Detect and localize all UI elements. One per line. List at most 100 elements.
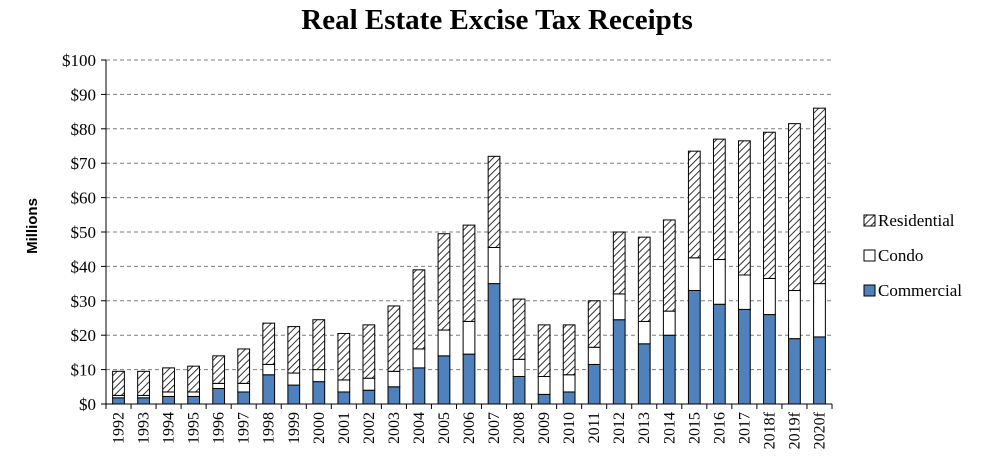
bar-condo-2007 — [487, 246, 501, 285]
x-tick-label: 2015 — [686, 412, 703, 444]
bar-commercial-2011 — [587, 363, 601, 405]
x-tick-label: 1998 — [261, 412, 278, 444]
legend-label-commercial: Commercial — [878, 281, 962, 300]
x-tick-label: 2009 — [536, 412, 553, 444]
y-tick-label: $60 — [71, 189, 97, 208]
bar-condo-2015 — [687, 257, 701, 291]
bar-residential-1995 — [187, 365, 201, 393]
bars — [112, 107, 826, 405]
bar-commercial-1995 — [187, 395, 201, 405]
x-tick-label: 1995 — [186, 412, 203, 444]
bar-commercial-2003 — [387, 386, 401, 405]
bar-residential-1996 — [212, 355, 226, 384]
bar-commercial-1997 — [237, 391, 251, 405]
legend-label-residential: Residential — [878, 211, 955, 230]
x-tick-label: 2008 — [511, 412, 528, 444]
x-tick-label: 2007 — [486, 412, 503, 444]
x-tick-label: 1994 — [161, 412, 178, 444]
x-tick-label: 1996 — [211, 412, 228, 444]
bar-commercial-2001 — [337, 391, 351, 405]
bar-condo-2006 — [462, 320, 476, 355]
bar-residential-2002 — [362, 324, 376, 379]
legend-swatch-commercial — [863, 284, 876, 297]
bar-condo-2011 — [587, 346, 601, 365]
legend-swatch-condo — [863, 249, 876, 262]
bar-commercial-1993 — [137, 397, 150, 405]
bar-condo-2000 — [312, 369, 326, 383]
y-tick-label: $40 — [71, 257, 97, 276]
bar-condo-2019f — [788, 289, 801, 340]
x-tick-label: 2001 — [336, 412, 353, 444]
x-tick-label: 1992 — [111, 412, 128, 444]
bar-residential-2004 — [412, 269, 426, 350]
bar-residential-2016 — [712, 138, 726, 261]
bar-residential-1994 — [162, 367, 175, 393]
y-tick-label: $100 — [62, 51, 96, 70]
x-tick-label: 2020f — [811, 411, 828, 449]
bar-residential-2015 — [687, 150, 701, 259]
bar-commercial-2010 — [562, 391, 576, 405]
bar-commercial-2014 — [662, 334, 676, 405]
bar-condo-2017 — [737, 274, 751, 310]
bar-condo-2004 — [412, 348, 426, 369]
bar-condo-2018f — [763, 277, 776, 316]
grid-lines — [106, 59, 832, 371]
bar-residential-2007 — [487, 155, 501, 248]
bar-commercial-2015 — [687, 289, 701, 405]
x-tick-label: 2004 — [411, 412, 428, 444]
x-tick-label: 1993 — [136, 412, 153, 444]
x-tick-label: 1997 — [236, 412, 253, 444]
bar-residential-2000 — [312, 319, 326, 371]
bar-residential-2010 — [562, 324, 576, 376]
y-axis-label: Millions — [24, 198, 41, 254]
bar-commercial-2018f — [763, 314, 776, 405]
bar-residential-2018f — [763, 131, 776, 279]
bar-residential-1998 — [262, 322, 276, 365]
y-tick-label: $70 — [71, 154, 97, 173]
bar-residential-2009 — [537, 324, 551, 377]
bar-condo-2001 — [337, 379, 351, 393]
x-tick-label: 2014 — [661, 412, 678, 444]
y-tick-label: $0 — [79, 395, 96, 414]
y-axis-ticks: $0 $10 $20 $30 $40 $50 $60 $70 $80 $90 $100 — [62, 51, 106, 414]
bar-residential-2014 — [662, 219, 676, 312]
bar-commercial-2006 — [462, 353, 476, 405]
legend-label-condo: Condo — [878, 246, 923, 265]
bar-residential-2019f — [788, 123, 801, 291]
bar-commercial-1996 — [212, 388, 226, 405]
x-tick-label: 2005 — [436, 412, 453, 444]
bar-commercial-1992 — [112, 397, 125, 405]
bar-commercial-2017 — [737, 308, 751, 405]
chart-title: Real Estate Excise Tax Receipts — [301, 4, 692, 36]
bar-residential-2005 — [437, 233, 451, 331]
bar-commercial-2007 — [487, 283, 501, 405]
bar-commercial-2004 — [412, 367, 426, 405]
y-tick-label: $90 — [71, 85, 97, 104]
bar-commercial-2019f — [788, 338, 801, 405]
bar-commercial-1998 — [262, 374, 276, 405]
x-tick-label: 2000 — [311, 412, 328, 444]
bar-condo-2005 — [437, 329, 451, 357]
bar-condo-1996 — [212, 382, 226, 390]
bar-condo-2020f — [813, 283, 826, 338]
y-tick-label: $10 — [71, 361, 97, 380]
bar-condo-1995 — [187, 391, 201, 397]
bar-residential-2013 — [637, 236, 651, 322]
bar-condo-2008 — [512, 358, 526, 377]
bar-condo-2002 — [362, 377, 376, 391]
axes — [105, 60, 832, 405]
bar-condo-2013 — [637, 320, 651, 345]
bar-commercial-2020f — [813, 336, 826, 405]
y-tick-label: $30 — [71, 292, 97, 311]
bar-commercial-2005 — [437, 355, 451, 405]
x-tick-label: 2012 — [611, 412, 628, 444]
x-tick-label: 2011 — [586, 412, 603, 443]
bar-commercial-2002 — [362, 389, 376, 405]
bar-residential-2003 — [387, 305, 401, 372]
bar-condo-2009 — [537, 375, 551, 395]
bar-residential-2020f — [813, 107, 826, 285]
bar-residential-2006 — [462, 224, 476, 322]
x-tick-label: 2019f — [786, 411, 803, 449]
legend: Residential Condo Commercial — [863, 211, 962, 300]
y-tick-label: $20 — [71, 326, 97, 345]
